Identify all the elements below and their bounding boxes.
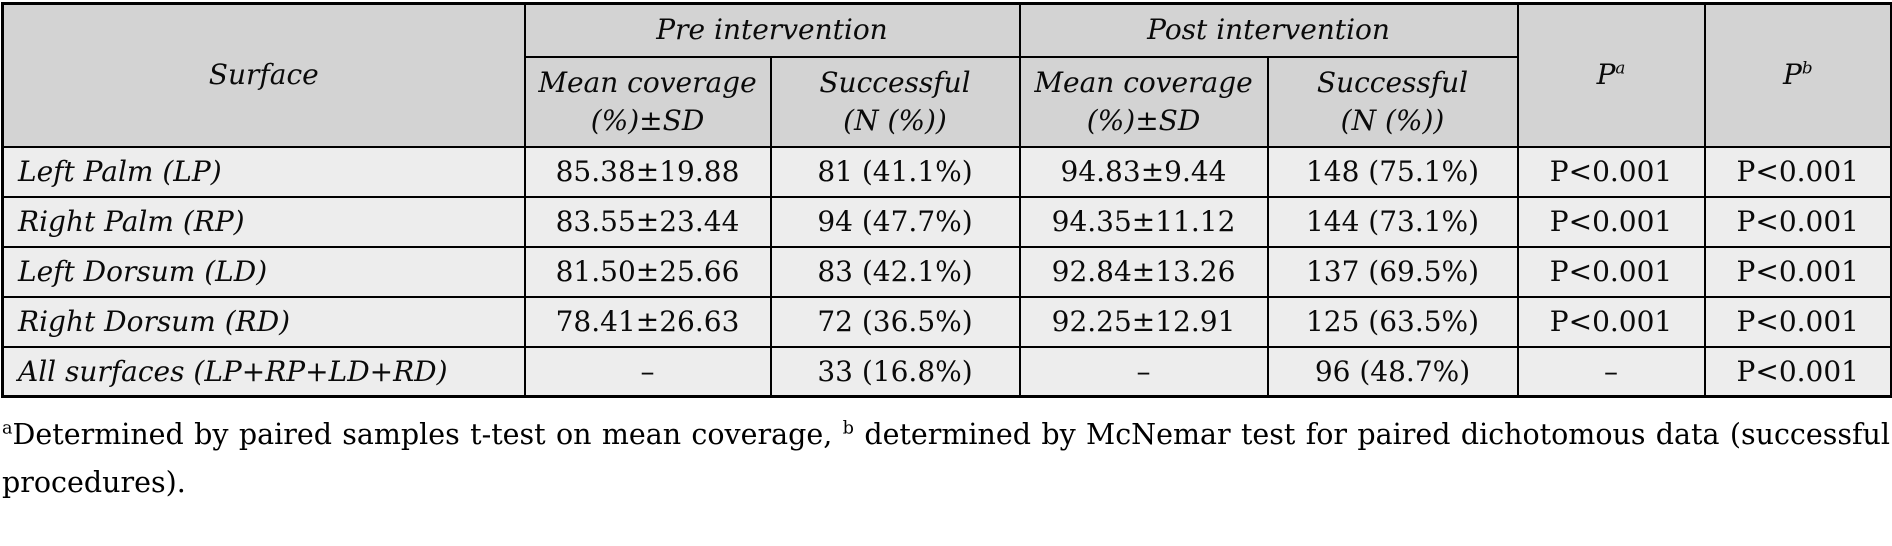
cell-post-mean-coverage: 92.25±12.91 — [1018, 295, 1269, 348]
table-body: Left Palm (LP) 85.38±19.88 81 (41.1%) 94… — [1, 145, 1892, 398]
table-row: Left Dorsum (LD) 81.50±25.66 83 (42.1%) … — [1, 245, 1892, 298]
cell-post-successful: 137 (69.5%) — [1266, 245, 1519, 298]
footnote-line-2: procedures). — [2, 465, 186, 499]
header-pre-mean-coverage: Mean coverage (%)±SD — [523, 55, 772, 148]
cell-post-successful: 96 (48.7%) — [1266, 345, 1519, 398]
header-p-b: Pb — [1703, 2, 1892, 148]
cell-pre-successful: 72 (36.5%) — [769, 295, 1021, 348]
cell-post-successful: 125 (63.5%) — [1266, 295, 1519, 348]
header-post-mean-coverage: Mean coverage (%)±SD — [1018, 55, 1269, 148]
cell-post-mean-coverage: 94.35±11.12 — [1018, 195, 1269, 248]
header-pre-intervention: Pre intervention — [523, 2, 1021, 58]
cell-p-b: P<0.001 — [1703, 295, 1892, 348]
cell-p-b: P<0.001 — [1703, 195, 1892, 248]
cell-post-mean-coverage: 94.83±9.44 — [1018, 145, 1269, 198]
p-a-superscript: a — [1615, 57, 1626, 78]
cell-p-b: P<0.001 — [1703, 145, 1892, 198]
cell-pre-mean-coverage: 78.41±26.63 — [523, 295, 772, 348]
footnote-superscript-b: b — [842, 418, 854, 439]
cell-pre-successful: 81 (41.1%) — [769, 145, 1021, 198]
cell-surface: Left Dorsum (LD) — [1, 245, 526, 298]
cell-p-a: – — [1516, 345, 1706, 398]
table-row: Right Palm (RP) 83.55±23.44 94 (47.7%) 9… — [1, 195, 1892, 248]
cell-p-a: P<0.001 — [1516, 245, 1706, 298]
results-table: Surface Pre intervention Post interventi… — [1, 2, 1892, 398]
cell-pre-mean-coverage: 85.38±19.88 — [523, 145, 772, 198]
table-row: Right Dorsum (RD) 78.41±26.63 72 (36.5%)… — [1, 295, 1892, 348]
cell-post-mean-coverage: – — [1018, 345, 1269, 398]
cell-surface: Right Palm (RP) — [1, 195, 526, 248]
header-surface: Surface — [1, 2, 526, 148]
p-b-label: Pb — [1782, 57, 1813, 92]
cell-surface: All surfaces (LP+RP+LD+RD) — [1, 345, 526, 398]
table-row: Left Palm (LP) 85.38±19.88 81 (41.1%) 94… — [1, 145, 1892, 198]
cell-p-a: P<0.001 — [1516, 145, 1706, 198]
cell-surface: Right Dorsum (RD) — [1, 295, 526, 348]
header-post-successful: Successful (N (%)) — [1266, 55, 1519, 148]
cell-post-successful: 144 (73.1%) — [1266, 195, 1519, 248]
p-a-label: Pa — [1596, 57, 1626, 92]
footnote-superscript-a: a — [2, 418, 13, 439]
cell-pre-mean-coverage: 83.55±23.44 — [523, 195, 772, 248]
footnote-line-1: aDetermined by paired samples t-test on … — [2, 418, 1891, 451]
cell-pre-successful: 33 (16.8%) — [769, 345, 1021, 398]
cell-post-successful: 148 (75.1%) — [1266, 145, 1519, 198]
table-header: Surface Pre intervention Post interventi… — [1, 2, 1892, 148]
cell-p-b: P<0.001 — [1703, 245, 1892, 298]
cell-pre-successful: 94 (47.7%) — [769, 195, 1021, 248]
header-post-intervention: Post intervention — [1018, 2, 1519, 58]
table-footnote: aDetermined by paired samples t-test on … — [2, 412, 1890, 505]
cell-post-mean-coverage: 92.84±13.26 — [1018, 245, 1269, 298]
cell-p-a: P<0.001 — [1516, 295, 1706, 348]
header-p-a: Pa — [1516, 2, 1706, 148]
header-pre-successful: Successful (N (%)) — [769, 55, 1021, 148]
cell-p-a: P<0.001 — [1516, 195, 1706, 248]
cell-surface: Left Palm (LP) — [1, 145, 526, 198]
cell-pre-mean-coverage: – — [523, 345, 772, 398]
cell-p-b: P<0.001 — [1703, 345, 1892, 398]
table-row: All surfaces (LP+RP+LD+RD) – 33 (16.8%) … — [1, 345, 1892, 398]
p-b-superscript: b — [1801, 57, 1813, 78]
cell-pre-mean-coverage: 81.50±25.66 — [523, 245, 772, 298]
cell-pre-successful: 83 (42.1%) — [769, 245, 1021, 298]
